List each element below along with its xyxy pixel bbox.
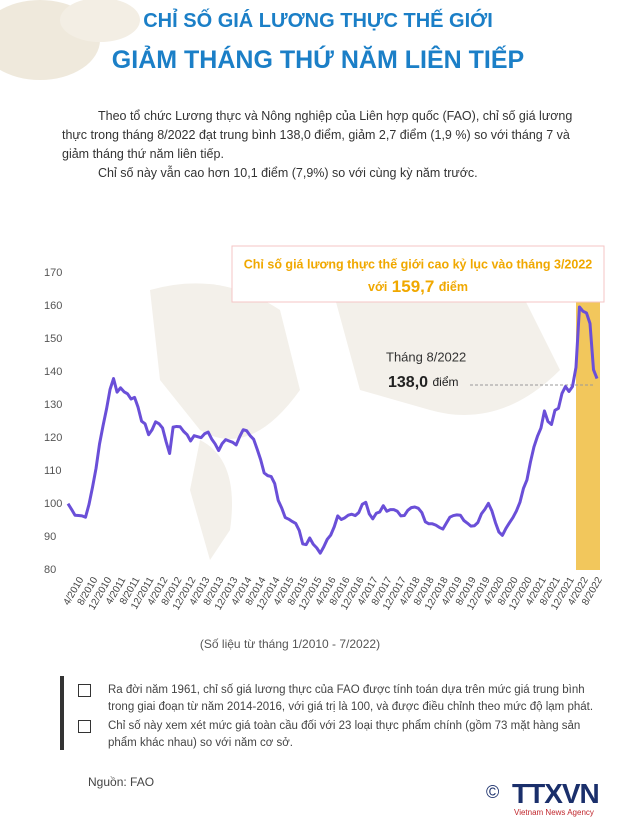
series-line (66, 305, 599, 555)
title-line: CHỈ SỐ GIÁ LƯƠNG THỰC THẾ GIỚI (143, 10, 493, 32)
check-icon (78, 720, 91, 733)
intro-paragraph: Theo tổ chức Lương thực và Nông nghiệp c… (62, 109, 573, 161)
title-line: GIẢM THÁNG THỨ NĂM LIÊN TIẾP (111, 46, 525, 74)
y-tick-label: 130 (44, 399, 62, 411)
y-tick-label: 150 (44, 333, 62, 345)
y-tick-label: 170 (44, 267, 62, 279)
y-tick-label: 100 (44, 498, 62, 510)
annotation: điểm (439, 280, 468, 294)
annotation: với (368, 280, 387, 294)
map-background (150, 272, 560, 560)
chart: Chỉ số giá lương thực thế giới cao kỷ lụ… (44, 245, 605, 651)
logo-tagline: Vietnam News Agency (514, 808, 594, 817)
y-tick-label: 110 (44, 465, 62, 477)
logo: TTXVN (512, 778, 600, 809)
caption: (Số liệu từ tháng 1/2010 - 7/2022) (200, 637, 380, 651)
note: Ra đời năm 1961, chỉ số giá lương thực c… (108, 684, 594, 713)
y-tick-label: 90 (44, 531, 56, 543)
annotation: điểm (433, 375, 459, 389)
annotation: Chỉ số giá lương thực thế giới cao kỷ lụ… (244, 257, 593, 271)
note: Chỉ số này xem xét mức giá toàn cầu đối … (108, 720, 581, 749)
annotation: 138,0 điểm (388, 374, 459, 391)
annotation-box (231, 245, 605, 303)
source: Nguồn: FAO (88, 775, 155, 789)
y-tick-label: 120 (44, 432, 62, 444)
annotation: 159,7 (392, 277, 435, 296)
y-tick-label: 140 (44, 366, 62, 378)
annotation: với 159,7 điểm (368, 277, 468, 296)
y-tick-label: 160 (44, 300, 62, 312)
annotation: 138,0 (388, 374, 428, 391)
annotation: Tháng 8/2022 (386, 349, 466, 364)
y-tick-label: 80 (44, 564, 56, 576)
intro-paragraph: Chỉ số này vẫn cao hơn 10,1 điểm (7,9%) … (98, 166, 478, 180)
grain-decoration (0, 0, 140, 80)
check-icon (78, 684, 91, 697)
copyright: © (486, 782, 500, 802)
highlight-band (576, 300, 600, 570)
note-bar (60, 676, 64, 750)
